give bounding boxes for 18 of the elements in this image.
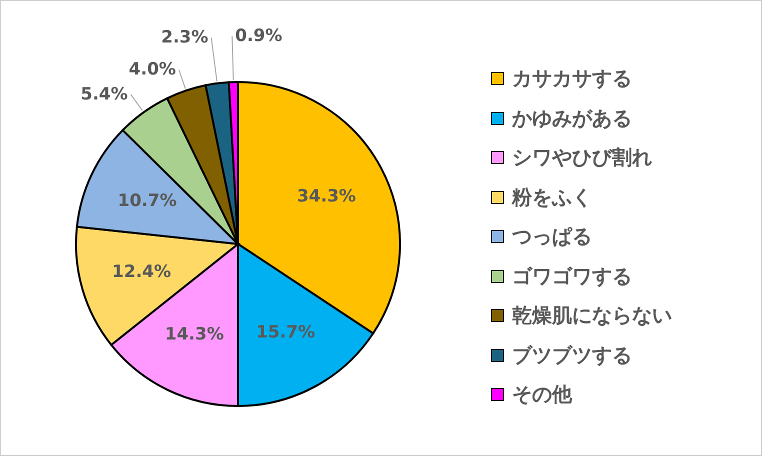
legend-label: カサカサする: [512, 65, 632, 92]
data-label: 12.4%: [112, 262, 172, 282]
data-label: 2.3%: [161, 28, 208, 48]
legend-label: つっぱる: [512, 223, 592, 250]
legend-label: 粉をふく: [512, 184, 592, 211]
legend-label: ブツブツする: [512, 342, 632, 369]
data-label: 34.3%: [296, 186, 356, 206]
data-label: 0.9%: [235, 26, 282, 46]
data-label: 15.7%: [256, 322, 316, 342]
data-label: 14.3%: [164, 324, 224, 344]
legend-label: かゆみがある: [512, 104, 632, 132]
legend-label: ゴワゴワする: [512, 262, 632, 290]
data-label: 5.4%: [80, 84, 128, 104]
legend-label: その他: [512, 381, 572, 408]
legend-label: シワやひび割れ: [512, 144, 652, 172]
data-label: 4.0%: [128, 60, 176, 80]
legend-label: 乾燥肌にならない: [512, 302, 672, 330]
data-label: 10.7%: [118, 190, 177, 211]
